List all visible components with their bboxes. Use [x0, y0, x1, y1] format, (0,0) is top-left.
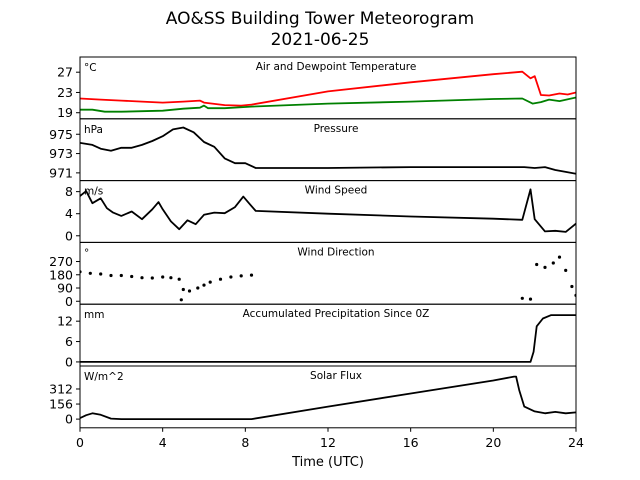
wind_dir-point [239, 274, 243, 278]
x-tick-label: 24 [568, 435, 584, 450]
y-tick-label: 27 [57, 65, 73, 80]
wind_dir-point [528, 297, 533, 301]
wind_dir-point [202, 283, 206, 287]
y-tick-label: 312 [49, 381, 73, 396]
chart-title: AO&SS Building Tower Meteorogram [166, 9, 474, 29]
wind_dir-point [140, 276, 144, 280]
wind_dir-point [177, 277, 181, 281]
panel-unit-label: m/s [84, 186, 103, 198]
wind_dir-point [99, 272, 103, 276]
x-tick-label: 0 [76, 435, 84, 450]
wind_dir-point [535, 262, 539, 267]
wind_dir-point [543, 265, 547, 269]
y-tick-label: 180 [49, 267, 73, 282]
panel-unit-label: °C [84, 62, 97, 74]
y-tick-label: 6 [65, 334, 73, 349]
y-tick-label: 19 [57, 105, 73, 120]
panel-temp: 19 23 27 °C Air and Dewpoint Temperature [57, 56, 577, 120]
wind_dir-point [88, 271, 92, 275]
wind_dir-point [150, 276, 154, 280]
y-tick-label: 0 [65, 354, 73, 369]
x-tick-label: 12 [320, 435, 336, 450]
panel-unit-label: mm [84, 309, 104, 321]
wind_dir-point [218, 277, 223, 281]
y-tick-label: 90 [57, 281, 73, 296]
x-axis-label: Time (UTC) [291, 455, 364, 470]
panel-unit-label: W/m^2 [84, 371, 124, 383]
y-tick-label: 971 [49, 165, 73, 180]
panel-wind_speed: 0 4 8 m/s Wind Speed [65, 180, 577, 243]
wind_dir-point [187, 289, 192, 293]
wind_dir-point [179, 298, 183, 302]
wind_dir-point [181, 287, 185, 292]
wind_dir-point [169, 276, 173, 280]
panel-pressure: 971 973 975 hPa Pressure [49, 118, 577, 182]
x-tick-label: 20 [485, 435, 501, 450]
y-tick-label: 8 [65, 184, 73, 199]
chart-subtitle: 2021-06-25 [271, 30, 370, 50]
wind_dir-point [109, 273, 113, 278]
wind_dir-point [161, 275, 165, 279]
wind_dir-point [229, 275, 233, 279]
wind_dir-point [196, 286, 200, 290]
wind_speed-series-0-line [80, 188, 576, 233]
temp-series-0-line [80, 70, 576, 107]
x-axis: 0 4 8 12 16 20 24 [76, 427, 584, 450]
y-tick-label: 0 [65, 228, 73, 243]
y-tick-label: 156 [49, 397, 73, 412]
wind_dir-point [119, 273, 123, 278]
y-tick-label: 0 [65, 294, 73, 309]
wind_dir-point [551, 261, 555, 265]
y-tick-label: 0 [65, 412, 73, 427]
panel-title: Wind Speed [305, 185, 368, 197]
panel-title: Accumulated Precipitation Since 0Z [243, 308, 430, 320]
wind_dir-point [520, 296, 524, 300]
y-tick-label: 975 [49, 127, 73, 142]
panel-title: Pressure [314, 123, 359, 135]
wind_dir-point [208, 280, 212, 284]
wind_dir-point [570, 284, 574, 289]
wind_dir-point [249, 273, 254, 277]
pressure-series-0-line [80, 126, 576, 175]
y-tick-label: 973 [49, 146, 73, 161]
wind_dir-point [130, 274, 134, 279]
y-tick-label: 12 [57, 314, 73, 329]
temp-series-1-line [80, 96, 576, 113]
y-tick-label: 23 [57, 85, 73, 100]
solar-series-0-line [80, 375, 576, 420]
panel-unit-label: ° [84, 247, 89, 259]
panel-precip: 0 6 12 mm Accumulated Precipitation Since 0Z [57, 303, 577, 369]
x-tick-label: 16 [403, 435, 419, 450]
x-tick-label: 8 [241, 435, 249, 450]
wind_dir-series-0 [80, 255, 576, 302]
wind_dir-point [557, 255, 562, 259]
wind_dir-point [564, 268, 568, 272]
panel-title: Air and Dewpoint Temperature [256, 61, 417, 73]
x-tick-label: 4 [159, 435, 167, 450]
y-tick-label: 270 [49, 254, 73, 269]
precip-series-0-line [80, 314, 576, 363]
y-tick-label: 4 [65, 206, 73, 221]
panel-title: Wind Direction [297, 246, 374, 258]
panel-unit-label: hPa [84, 124, 103, 136]
panel-title: Solar Flux [310, 370, 362, 382]
